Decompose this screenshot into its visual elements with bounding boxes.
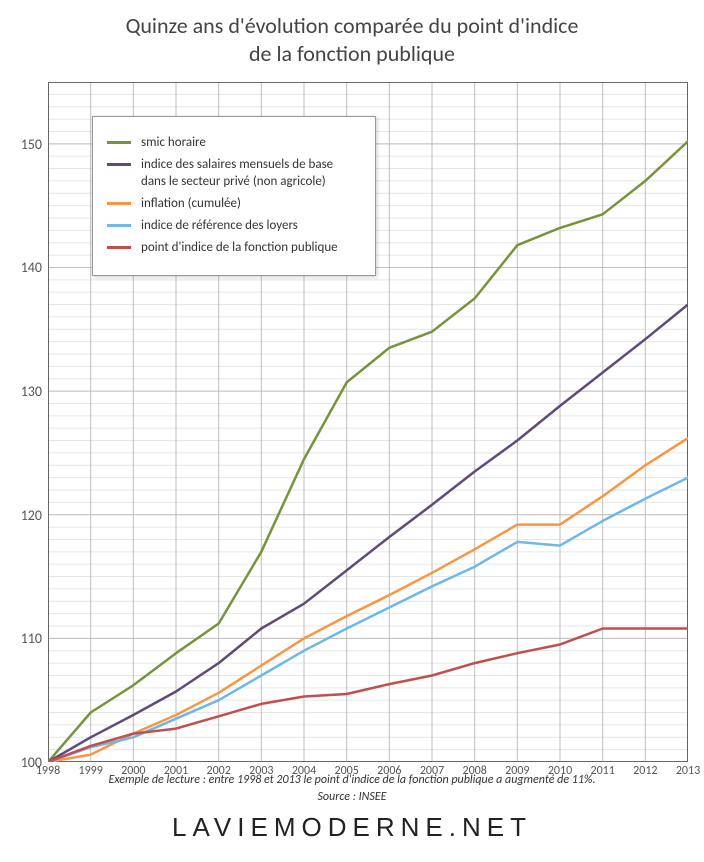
legend-label: inflation (cumulée) [141,196,241,212]
legend-swatch [107,224,131,227]
legend-item-point_indice: point d'indice de la fonction publique [107,240,361,256]
legend-label: point d'indice de la fonction publique [141,240,338,256]
y-tick-label: 130 [8,383,42,400]
legend-label: smic horaire [141,135,206,151]
caption-line-2: Source : INSEE [317,790,386,804]
chart-caption: Exemple de lecture : entre 1998 et 2013 … [0,772,704,806]
title-line-1: Quinze ans d'évolution comparée du point… [126,12,579,39]
chart-legend: smic horaire indice des salaires mensuels… [92,116,376,276]
y-tick-label: 110 [8,630,42,647]
legend-item-smic: smic horaire [107,135,361,151]
legend-item-loyers: indice de référence des loyers [107,218,361,234]
title-line-2: de la fonction publique [249,40,455,67]
caption-line-1: Exemple de lecture : entre 1998 et 2013 … [108,773,595,787]
site-watermark: LAVIEMODERNE.NET [0,812,704,843]
legend-swatch [107,246,131,249]
legend-label: indice de référence des loyers [141,218,298,234]
legend-swatch [107,141,131,144]
legend-label: indice des salaires mensuels de base dan… [141,157,361,190]
legend-item-salaires_prives: indice des salaires mensuels de base dan… [107,157,361,190]
chart-title: Quinze ans d'évolution comparée du point… [0,0,704,67]
legend-swatch [107,202,131,205]
y-tick-label: 140 [8,259,42,276]
y-tick-label: 150 [8,136,42,153]
legend-item-inflation: inflation (cumulée) [107,196,361,212]
page: Quinze ans d'évolution comparée du point… [0,0,704,862]
legend-swatch [107,163,131,166]
y-tick-label: 120 [8,507,42,524]
